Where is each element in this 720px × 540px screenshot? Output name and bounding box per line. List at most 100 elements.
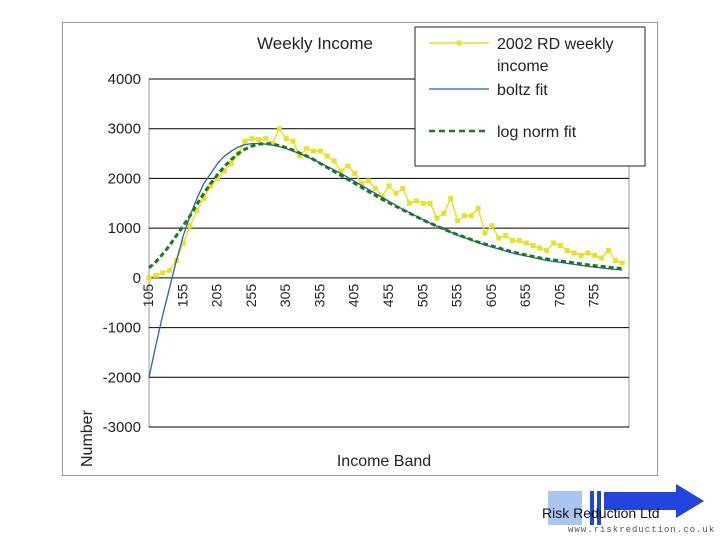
company-logo[interactable]: Risk Reduction Ltd www.riskreduction.co.… (538, 484, 720, 540)
data-point (420, 200, 426, 206)
data-point (269, 141, 275, 147)
chart-frame: 4000 3000 2000 1000 0 -1000 -2000 -3000 105 155 20… (62, 22, 658, 476)
data-point (407, 200, 413, 206)
x-tick-label: 305 (277, 284, 293, 308)
x-tick-label: 405 (346, 284, 362, 308)
company-name: Risk Reduction Ltd (542, 505, 660, 521)
y-tick-label: -3000 (103, 419, 141, 436)
y-tick-label: 3000 (108, 121, 141, 138)
x-tick-label: 355 (311, 284, 327, 308)
y-axis-label: Number (79, 409, 96, 467)
data-point (194, 208, 200, 214)
logo-bar-icon (597, 491, 601, 525)
data-point (400, 185, 406, 191)
data-point (365, 178, 371, 184)
data-point (180, 240, 186, 246)
legend-box (414, 26, 646, 167)
data-point (571, 250, 577, 256)
weekly-income-chart: 4000 3000 2000 1000 0 -1000 -2000 -3000 105 155 20… (79, 26, 646, 470)
series-line-boltz-fit (148, 142, 623, 378)
data-point (427, 200, 433, 206)
data-point (317, 148, 323, 154)
legend-label: income (497, 58, 549, 75)
y-tick-label: 4000 (108, 71, 141, 88)
data-point (249, 136, 255, 142)
x-tick-label: 105 (140, 284, 156, 308)
data-point (256, 137, 262, 143)
data-point (413, 198, 419, 204)
logo-bar-icon (590, 491, 594, 525)
data-point (530, 243, 536, 249)
data-point (523, 240, 529, 246)
data-point (187, 223, 193, 229)
data-point (503, 233, 509, 239)
data-point (221, 168, 227, 174)
data-point (592, 252, 598, 258)
chart-title: Weekly Income (257, 34, 373, 53)
data-point (578, 252, 584, 258)
series-line-log-norm-fit (148, 142, 623, 271)
data-point (509, 238, 515, 244)
legend-label: log norm fit (497, 124, 577, 141)
y-tick-label: 1000 (108, 220, 141, 237)
data-point (585, 250, 591, 256)
data-point (290, 138, 296, 144)
data-point (557, 243, 563, 249)
x-axis-label: Income Band (337, 453, 431, 470)
data-point (331, 158, 337, 164)
data-point (599, 255, 605, 261)
data-point (496, 235, 502, 241)
x-tick-label: 605 (483, 284, 499, 308)
legend-label: boltz fit (497, 82, 548, 99)
logo-square-icon (548, 491, 582, 525)
data-point (160, 270, 166, 276)
data-point (516, 238, 522, 244)
data-point (283, 136, 289, 142)
x-tick-label: 205 (209, 284, 225, 308)
data-point (304, 146, 310, 152)
data-point (263, 136, 269, 142)
data-point (146, 275, 152, 281)
legend-label: 2002 RD weekly (497, 36, 614, 53)
data-point (434, 215, 440, 221)
data-point (489, 223, 495, 229)
series-line-weekly-income (148, 127, 623, 279)
data-point (468, 213, 474, 219)
x-tick-label: 455 (380, 284, 396, 308)
data-point (215, 175, 221, 181)
data-point (441, 210, 447, 216)
data-point (475, 205, 481, 211)
data-point (544, 248, 550, 254)
data-point (359, 180, 365, 186)
data-point (311, 148, 317, 154)
data-point (537, 245, 543, 251)
data-point (208, 183, 214, 189)
y-tick-label: -2000 (103, 369, 141, 386)
x-tick-label: 505 (414, 284, 430, 308)
data-point (612, 257, 618, 263)
data-point (619, 260, 625, 266)
data-point (352, 170, 358, 176)
data-point (153, 272, 159, 278)
x-tick-label: 755 (586, 284, 602, 308)
data-point (482, 230, 488, 236)
x-tick-label: 155 (174, 284, 190, 308)
data-point (167, 267, 173, 273)
x-tick-label: 255 (243, 284, 259, 308)
data-point (461, 213, 467, 219)
next-arrow-icon[interactable] (604, 484, 704, 518)
data-point (372, 185, 378, 191)
data-point (276, 126, 282, 132)
data-point (338, 168, 344, 174)
y-tick-label: 2000 (108, 170, 141, 187)
y-tick-label: 0 (133, 270, 141, 287)
x-tick-label: 555 (449, 284, 465, 308)
y-tick-label: -1000 (103, 320, 141, 337)
data-point (201, 195, 207, 201)
data-point (386, 183, 392, 189)
data-point (345, 163, 351, 169)
data-point (393, 190, 399, 196)
legend-marker (456, 40, 462, 46)
x-tick-label: 655 (517, 284, 533, 308)
data-point (297, 153, 303, 159)
